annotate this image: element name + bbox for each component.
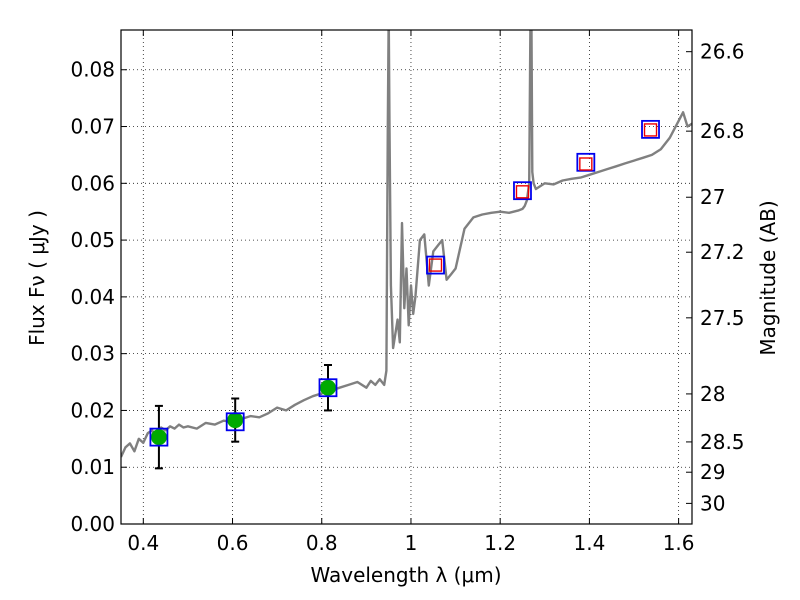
observed-point [319, 379, 336, 396]
model-photometry-square [318, 378, 338, 398]
model-photometry-square [225, 412, 245, 432]
y2-tick-label: 27.2 [700, 240, 745, 264]
model-photometry-square [513, 181, 532, 201]
y-tick-label: 0.07 [70, 115, 115, 139]
y2-tick-label: 28.5 [700, 430, 745, 454]
x-tick-label: 1 [405, 531, 418, 555]
model-photometry-square [576, 152, 596, 172]
x-tick-label: 1.4 [573, 531, 605, 555]
x-tick-label: 0.8 [306, 531, 338, 555]
y-tick-label: 0.06 [70, 171, 115, 195]
y-tick-label: 0.00 [70, 512, 115, 536]
model-photometry-square [149, 427, 169, 447]
plot-frame [120, 29, 693, 525]
upper-limit-square [643, 123, 658, 137]
y-tick-label: 0.04 [70, 285, 115, 309]
model-photometry-square [641, 119, 660, 139]
observed-point [227, 412, 244, 429]
model-photometry-square [426, 255, 445, 275]
y-tick-label: 0.02 [70, 398, 115, 422]
x-tick-label: 0.6 [217, 531, 249, 555]
x-axis-label: Wavelength λ (μm) [310, 563, 501, 587]
y-tick-label: 0.01 [70, 455, 115, 479]
upper-limit-square [579, 157, 593, 171]
y2-tick-label: 28 [700, 382, 725, 406]
y-tick-label: 0.05 [70, 228, 115, 252]
x-tick-label: 1.6 [663, 531, 695, 555]
y-tick-label: 0.03 [70, 342, 115, 366]
upper-limit-square [515, 185, 530, 199]
y2-tick-label: 30 [700, 491, 725, 515]
y2-tick-label: 26.8 [700, 119, 745, 143]
x-tick-label: 1.2 [484, 531, 516, 555]
y2-tick-label: 27.5 [700, 306, 745, 330]
y-tick-label: 0.08 [70, 58, 115, 82]
y-axis-label: Flux Fν ( μJy ) [25, 210, 49, 346]
sed-model-line [121, 30, 692, 458]
y2-axis-label: Magnitude (AB) [756, 200, 780, 355]
y2-tick-label: 27 [700, 185, 725, 209]
observed-point [150, 429, 167, 446]
upper-limit-square [428, 258, 443, 272]
y2-tick-label: 29 [700, 460, 725, 484]
plot-data [121, 30, 692, 470]
axis-ticks: 0.4 0.6 0.8 1 1.2 1.4 1.6 0.00 0.01 0.02 0.03 0.04 0… [70, 30, 745, 555]
y2-tick-label: 26.6 [700, 40, 745, 64]
x-tick-label: 0.4 [127, 531, 159, 555]
